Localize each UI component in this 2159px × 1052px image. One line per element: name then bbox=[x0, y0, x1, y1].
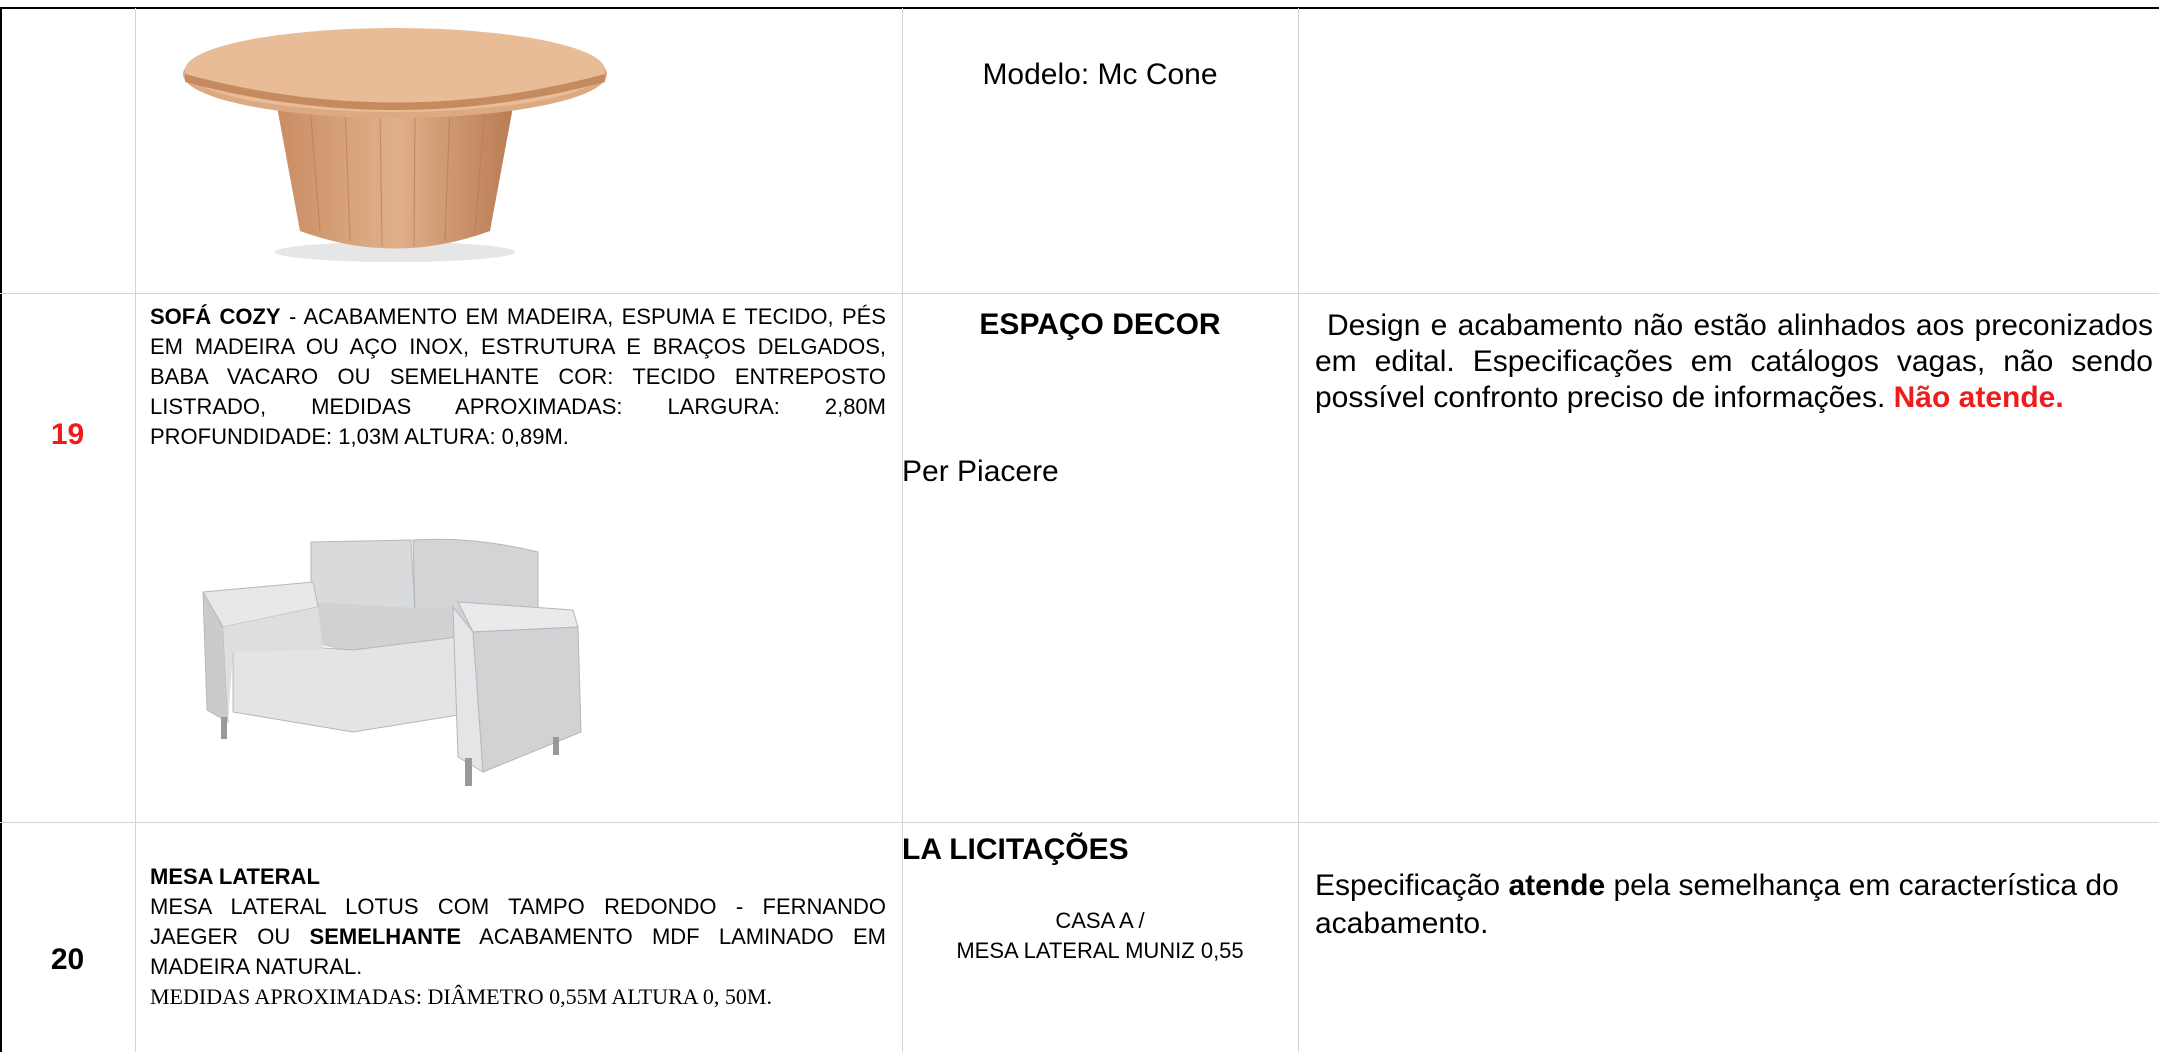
item-text: MESA LATERAL LOTUS COM TAMPO REDONDO - F… bbox=[150, 894, 886, 949]
item-emphasis: SEMELHANTE bbox=[309, 924, 462, 949]
brand: Per Piacere bbox=[902, 455, 1059, 488]
item-measures: MEDIDAS APROXIMADAS: DIÂMETRO 0,55M ALTU… bbox=[150, 984, 772, 1009]
item-number: 20 bbox=[50, 943, 85, 976]
table-left-border bbox=[0, 8, 2, 1052]
supplier: ESPAÇO DECOR bbox=[979, 308, 1221, 341]
verdict: Não atende. bbox=[1893, 381, 2064, 414]
row-border bbox=[0, 293, 2159, 294]
item-number: 19 bbox=[50, 418, 85, 451]
analysis-text: Design e acabamento não estão alinhados … bbox=[1315, 309, 2153, 414]
coffee-table-image bbox=[183, 28, 607, 262]
analysis-text: Especificação bbox=[1315, 869, 1501, 902]
brand-line: MESA LATERAL MUNIZ 0,55 bbox=[956, 938, 1244, 963]
item-description: SOFÁ COZY - ACABAMENTO EM MADEIRA, ESPUM… bbox=[150, 302, 886, 452]
column-border bbox=[135, 8, 136, 1052]
analysis: Especificação atende pela semelhança em … bbox=[1315, 867, 2153, 943]
analysis: Design e acabamento não estão alinhados … bbox=[1315, 308, 2153, 416]
item-title: MESA LATERAL bbox=[150, 864, 320, 889]
item-text: ACABAMENTO MDF LAMINADO EM MADEIRA NATUR… bbox=[150, 924, 886, 979]
brand: CASA A / MESA LATERAL MUNIZ 0,55 bbox=[902, 906, 1298, 966]
analysis-emphasis: atende bbox=[1508, 869, 1606, 902]
sofa-image bbox=[202, 538, 582, 786]
model-text: Modelo: Mc Cone bbox=[982, 58, 1218, 91]
item-title: SOFÁ COZY bbox=[150, 304, 281, 329]
column-border bbox=[1298, 8, 1299, 1052]
column-border bbox=[902, 8, 903, 1052]
item-text: - ACABAMENTO EM MADEIRA, ESPUMA E TECIDO… bbox=[150, 304, 886, 449]
analysis-text: pela semelhança em característica do aca… bbox=[1315, 869, 2119, 940]
table-top-border bbox=[0, 7, 2159, 9]
brand-line: CASA A / bbox=[1055, 908, 1145, 933]
item-description: MESA LATERAL MESA LATERAL LOTUS COM TAMPO… bbox=[150, 862, 886, 1012]
row-border bbox=[0, 822, 2159, 823]
supplier: LA LICITAÇÕES bbox=[902, 833, 1129, 866]
